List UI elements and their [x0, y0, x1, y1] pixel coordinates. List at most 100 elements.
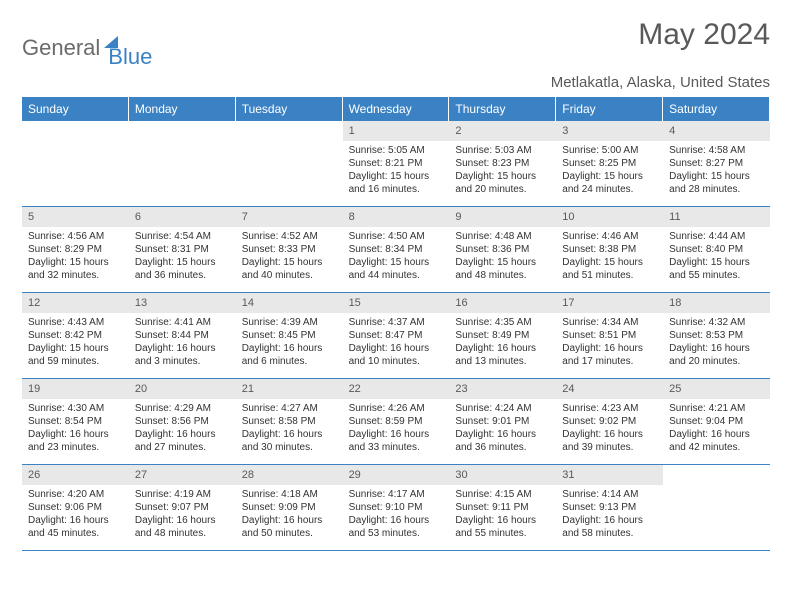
calendar-cell: 14Sunrise: 4:39 AMSunset: 8:45 PMDayligh…: [236, 293, 343, 379]
calendar-cell: 10Sunrise: 4:46 AMSunset: 8:38 PMDayligh…: [556, 207, 663, 293]
day-number: 26: [22, 465, 129, 485]
daylight-line: Daylight: 15 hours and 28 minutes.: [669, 170, 764, 196]
calendar-cell: 8Sunrise: 4:50 AMSunset: 8:34 PMDaylight…: [343, 207, 450, 293]
sunset-line: Sunset: 9:07 PM: [135, 501, 230, 514]
day-content: Sunrise: 4:44 AMSunset: 8:40 PMDaylight:…: [663, 227, 770, 287]
sunset-line: Sunset: 8:47 PM: [349, 329, 444, 342]
calendar-cell: 18Sunrise: 4:32 AMSunset: 8:53 PMDayligh…: [663, 293, 770, 379]
day-number: 25: [663, 379, 770, 399]
day-number: 8: [343, 207, 450, 227]
location-text: Metlakatla, Alaska, United States: [22, 74, 770, 91]
day-number: 7: [236, 207, 343, 227]
sunrise-line: Sunrise: 4:18 AM: [242, 488, 337, 501]
calendar-cell: 21Sunrise: 4:27 AMSunset: 8:58 PMDayligh…: [236, 379, 343, 465]
day-number: 9: [449, 207, 556, 227]
calendar-cell: 19Sunrise: 4:30 AMSunset: 8:54 PMDayligh…: [22, 379, 129, 465]
sunrise-line: Sunrise: 4:44 AM: [669, 230, 764, 243]
sunset-line: Sunset: 8:23 PM: [455, 157, 550, 170]
sunrise-line: Sunrise: 4:48 AM: [455, 230, 550, 243]
day-content: Sunrise: 4:41 AMSunset: 8:44 PMDaylight:…: [129, 313, 236, 373]
calendar-cell: 23Sunrise: 4:24 AMSunset: 9:01 PMDayligh…: [449, 379, 556, 465]
header: General Blue May 2024: [22, 18, 770, 70]
logo-text-general: General: [22, 35, 100, 61]
sunrise-line: Sunrise: 4:54 AM: [135, 230, 230, 243]
calendar-cell: 13Sunrise: 4:41 AMSunset: 8:44 PMDayligh…: [129, 293, 236, 379]
day-number: 27: [129, 465, 236, 485]
day-content: Sunrise: 4:35 AMSunset: 8:49 PMDaylight:…: [449, 313, 556, 373]
sunrise-line: Sunrise: 4:35 AM: [455, 316, 550, 329]
daylight-line: Daylight: 15 hours and 55 minutes.: [669, 256, 764, 282]
day-number: 16: [449, 293, 556, 313]
dow-header: Saturday: [663, 97, 770, 121]
day-number: 22: [343, 379, 450, 399]
sunset-line: Sunset: 9:09 PM: [242, 501, 337, 514]
dow-header: Wednesday: [343, 97, 450, 121]
day-number: 1: [343, 121, 450, 141]
daylight-line: Daylight: 16 hours and 50 minutes.: [242, 514, 337, 540]
sunset-line: Sunset: 8:25 PM: [562, 157, 657, 170]
daylight-line: Daylight: 15 hours and 16 minutes.: [349, 170, 444, 196]
calendar-cell: 1Sunrise: 5:05 AMSunset: 8:21 PMDaylight…: [343, 121, 450, 207]
daylight-line: Daylight: 16 hours and 23 minutes.: [28, 428, 123, 454]
calendar-cell: 28 Sunrise: 4:18 AMSunset: 9:09 PMDayligh…: [236, 465, 343, 551]
sunrise-line: Sunrise: 4:37 AM: [349, 316, 444, 329]
sunrise-line: Sunrise: 4:26 AM: [349, 402, 444, 415]
sunset-line: Sunset: 8:33 PM: [242, 243, 337, 256]
calendar-cell: 3Sunrise: 5:00 AMSunset: 8:25 PMDaylight…: [556, 121, 663, 207]
daylight-line: Daylight: 15 hours and 44 minutes.: [349, 256, 444, 282]
day-content: Sunrise: 4:19 AMSunset: 9:07 PMDaylight:…: [129, 485, 236, 545]
day-number: 5: [22, 207, 129, 227]
day-content: Sunrise: 4:15 AMSunset: 9:11 PMDaylight:…: [449, 485, 556, 545]
daylight-line: Daylight: 16 hours and 33 minutes.: [349, 428, 444, 454]
day-content: Sunrise: 4:21 AMSunset: 9:04 PMDaylight:…: [663, 399, 770, 459]
day-content: Sunrise: 4:58 AMSunset: 8:27 PMDaylight:…: [663, 141, 770, 201]
calendar-cell-blank: [663, 465, 770, 551]
daylight-line: Daylight: 16 hours and 45 minutes.: [28, 514, 123, 540]
day-content: Sunrise: 4:52 AMSunset: 8:33 PMDaylight:…: [236, 227, 343, 287]
day-number: 28: [236, 465, 343, 485]
calendar-cell-blank: [22, 121, 129, 207]
page-title: May 2024: [638, 18, 770, 52]
calendar-cell: 17Sunrise: 4:34 AMSunset: 8:51 PMDayligh…: [556, 293, 663, 379]
calendar-cell: 6 Sunrise: 4:54 AMSunset: 8:31 PMDaylight…: [129, 207, 236, 293]
sunset-line: Sunset: 8:42 PM: [28, 329, 123, 342]
calendar-cell: 31Sunrise: 4:14 AMSunset: 9:13 PMDayligh…: [556, 465, 663, 551]
sunset-line: Sunset: 8:31 PM: [135, 243, 230, 256]
calendar-cell: 7Sunrise: 4:52 AMSunset: 8:33 PMDaylight…: [236, 207, 343, 293]
day-number: 30: [449, 465, 556, 485]
dow-header: Thursday: [449, 97, 556, 121]
calendar-cell: 15Sunrise: 4:37 AMSunset: 8:47 PMDayligh…: [343, 293, 450, 379]
daylight-line: Daylight: 16 hours and 6 minutes.: [242, 342, 337, 368]
day-content: Sunrise: 4:26 AMSunset: 8:59 PMDaylight:…: [343, 399, 450, 459]
day-number: 6: [129, 207, 236, 227]
sunrise-line: Sunrise: 4:17 AM: [349, 488, 444, 501]
sunset-line: Sunset: 8:34 PM: [349, 243, 444, 256]
sunrise-line: Sunrise: 4:29 AM: [135, 402, 230, 415]
calendar-cell: 12Sunrise: 4:43 AMSunset: 8:42 PMDayligh…: [22, 293, 129, 379]
sunset-line: Sunset: 8:36 PM: [455, 243, 550, 256]
sunrise-line: Sunrise: 4:23 AM: [562, 402, 657, 415]
sunset-line: Sunset: 9:02 PM: [562, 415, 657, 428]
daylight-line: Daylight: 16 hours and 48 minutes.: [135, 514, 230, 540]
daylight-line: Daylight: 15 hours and 24 minutes.: [562, 170, 657, 196]
sunset-line: Sunset: 8:51 PM: [562, 329, 657, 342]
day-number: 18: [663, 293, 770, 313]
daylight-line: Daylight: 15 hours and 36 minutes.: [135, 256, 230, 282]
calendar-cell: 20Sunrise: 4:29 AMSunset: 8:56 PMDayligh…: [129, 379, 236, 465]
day-number: 13: [129, 293, 236, 313]
sunrise-line: Sunrise: 4:27 AM: [242, 402, 337, 415]
day-number: 23: [449, 379, 556, 399]
day-number: 14: [236, 293, 343, 313]
sunset-line: Sunset: 9:06 PM: [28, 501, 123, 514]
day-content: Sunrise: 4:29 AMSunset: 8:56 PMDaylight:…: [129, 399, 236, 459]
day-content: Sunrise: 4:37 AMSunset: 8:47 PMDaylight:…: [343, 313, 450, 373]
sunrise-line: Sunrise: 5:05 AM: [349, 144, 444, 157]
calendar-cell: 25Sunrise: 4:21 AMSunset: 9:04 PMDayligh…: [663, 379, 770, 465]
day-content: Sunrise: 4:17 AMSunset: 9:10 PMDaylight:…: [343, 485, 450, 545]
sunrise-line: Sunrise: 4:46 AM: [562, 230, 657, 243]
calendar-cell: 5Sunrise: 4:56 AMSunset: 8:29 PMDaylight…: [22, 207, 129, 293]
day-content: Sunrise: 4:48 AMSunset: 8:36 PMDaylight:…: [449, 227, 556, 287]
daylight-line: Daylight: 16 hours and 27 minutes.: [135, 428, 230, 454]
calendar-cell: 24Sunrise: 4:23 AMSunset: 9:02 PMDayligh…: [556, 379, 663, 465]
daylight-line: Daylight: 16 hours and 13 minutes.: [455, 342, 550, 368]
